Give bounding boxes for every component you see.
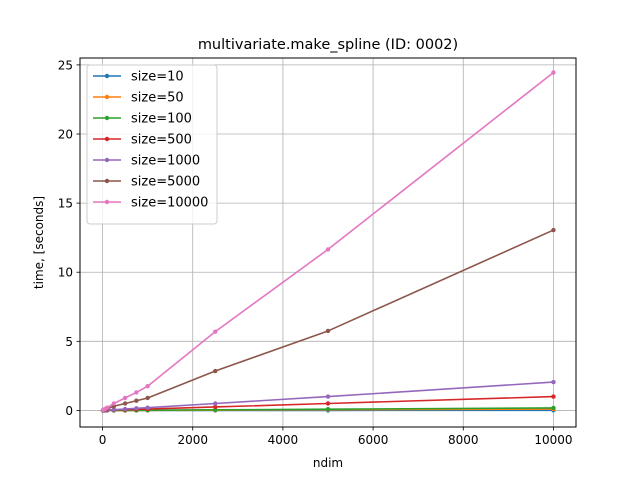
data-point bbox=[213, 329, 218, 334]
ticks: 0 2000 4000 6000 8000 10000 0 5 10 15 20 25 bbox=[58, 58, 573, 447]
chart-title: multivariate.make_spline (ID: 0002) bbox=[198, 37, 458, 53]
data-point bbox=[325, 406, 331, 412]
legend: size=10 size=50 size=100 size=500 size=1000 s… bbox=[86, 64, 218, 225]
data-point bbox=[145, 384, 150, 389]
series-group bbox=[100, 70, 556, 413]
legend-marker bbox=[104, 73, 110, 79]
legend-box bbox=[86, 64, 218, 225]
data-point bbox=[122, 401, 128, 406]
data-point bbox=[122, 395, 128, 401]
data-point bbox=[551, 379, 556, 385]
y-tick-label: 15 bbox=[58, 197, 73, 211]
y-tick-label: 20 bbox=[58, 128, 73, 142]
data-point bbox=[213, 401, 218, 406]
data-point bbox=[551, 405, 556, 411]
x-tick-label: 8000 bbox=[448, 433, 479, 447]
data-point bbox=[213, 404, 218, 410]
legend-label: size=5000 bbox=[131, 175, 200, 190]
legend-label: size=10000 bbox=[131, 196, 208, 211]
x-tick-label: 4000 bbox=[268, 433, 299, 447]
legend-marker bbox=[104, 157, 110, 163]
legend-marker bbox=[104, 115, 110, 121]
data-point bbox=[551, 227, 556, 233]
data-point bbox=[134, 398, 139, 403]
data-point bbox=[551, 394, 556, 399]
x-tick-label: 0 bbox=[99, 433, 107, 447]
legend-marker bbox=[104, 178, 110, 184]
legend-label: size=500 bbox=[131, 133, 192, 148]
y-tick-label: 0 bbox=[65, 404, 73, 418]
data-point bbox=[111, 407, 117, 412]
x-tick-label: 10000 bbox=[534, 433, 572, 447]
x-tick-label: 2000 bbox=[177, 433, 208, 447]
grid bbox=[80, 58, 576, 427]
legend-marker bbox=[104, 94, 110, 100]
x-tick-label: 6000 bbox=[358, 433, 389, 447]
y-tick-label: 10 bbox=[58, 266, 73, 280]
data-point bbox=[213, 368, 218, 374]
series-size-10000 bbox=[100, 70, 556, 413]
data-point bbox=[325, 394, 331, 399]
data-point bbox=[134, 406, 139, 411]
y-tick-label: 5 bbox=[65, 335, 73, 349]
legend-label: size=1000 bbox=[131, 154, 200, 169]
data-point bbox=[111, 401, 117, 406]
y-tick-label: 25 bbox=[58, 58, 73, 72]
data-point bbox=[551, 70, 556, 75]
legend-label: size=100 bbox=[131, 112, 192, 127]
data-point bbox=[134, 390, 139, 395]
data-point bbox=[325, 328, 331, 334]
plot-frame bbox=[79, 57, 577, 428]
legend-label: size=10 bbox=[131, 70, 184, 85]
legend-marker bbox=[104, 199, 110, 205]
y-axis-label: time, [seconds] bbox=[32, 196, 46, 289]
legend-marker bbox=[104, 136, 110, 142]
data-point bbox=[122, 406, 128, 412]
data-point bbox=[325, 247, 331, 252]
data-point bbox=[145, 405, 150, 410]
data-point bbox=[104, 405, 110, 410]
data-point bbox=[325, 401, 331, 406]
data-point bbox=[145, 395, 150, 401]
x-axis-label: ndim bbox=[313, 456, 343, 470]
legend-label: size=50 bbox=[131, 91, 184, 106]
